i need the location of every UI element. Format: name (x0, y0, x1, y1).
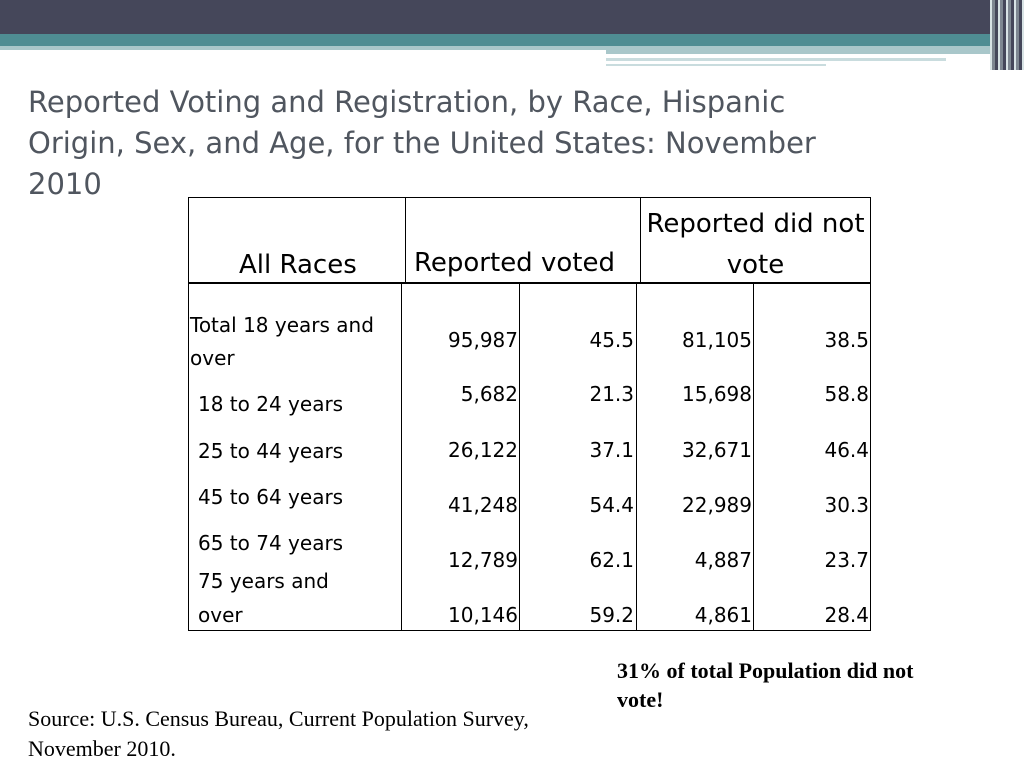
not-voted-count: 32,671 (682, 438, 752, 462)
not-voted-percent: 46.4 (824, 438, 869, 462)
voted-percent: 21.3 (589, 382, 634, 406)
row-label: 65 to 74 years (198, 531, 344, 555)
row-label: Total 18 years and over (190, 313, 374, 370)
voted-count: 95,987 (448, 328, 518, 352)
not-voted-count: 4,861 (694, 603, 752, 627)
row-label: 45 to 64 years (198, 485, 344, 509)
header-reported-voted-label: Reported voted (414, 248, 615, 278)
not-voted-count: 81,105 (682, 328, 752, 352)
not-voted-percent: 30.3 (824, 493, 869, 517)
voted-count: 12,789 (448, 548, 518, 572)
header-reported-not-voted: Reported did not vote (640, 197, 871, 283)
row-label: 75 years and over (198, 569, 329, 627)
header-all-races-label: All Races (239, 250, 357, 280)
banner-teal-band (0, 34, 1024, 46)
slide-title: Reported Voting and Registration, by Rac… (28, 85, 816, 201)
not-voted-percent: 38.5 (824, 328, 869, 352)
column-divider (519, 283, 520, 631)
banner-dark-band (0, 0, 1024, 34)
header-reported-not-voted-label: Reported did not vote (646, 209, 865, 280)
column-divider (636, 283, 637, 631)
row-label: 25 to 44 years (198, 439, 344, 463)
not-voted-percent: 28.4 (824, 603, 869, 627)
header-all-races: All Races (188, 197, 406, 283)
voted-percent: 62.1 (589, 548, 634, 572)
banner-stripes (990, 0, 1024, 70)
not-voted-count: 4,887 (694, 548, 752, 572)
callout-note: 31% of total Population did not vote! (617, 658, 914, 712)
table-body (188, 283, 871, 631)
banner-light-band (0, 46, 606, 50)
not-voted-percent: 23.7 (824, 548, 869, 572)
voted-percent: 45.5 (589, 328, 634, 352)
not-voted-count: 15,698 (682, 382, 752, 406)
banner-light-band-right (606, 46, 1024, 54)
voted-count: 10,146 (448, 603, 518, 627)
not-voted-count: 22,989 (682, 493, 752, 517)
not-voted-percent: 58.8 (824, 382, 869, 406)
voted-count: 41,248 (448, 493, 518, 517)
source-citation: Source: U.S. Census Bureau, Current Popu… (28, 706, 529, 761)
column-divider (753, 283, 754, 631)
voted-percent: 54.4 (589, 493, 634, 517)
voted-percent: 37.1 (589, 438, 634, 462)
row-label: 18 to 24 years (198, 392, 344, 416)
voted-percent: 59.2 (589, 603, 634, 627)
voted-count: 5,682 (460, 382, 518, 406)
column-divider (401, 283, 402, 631)
banner-thin-line-2 (606, 64, 826, 66)
banner-thin-line (606, 58, 946, 61)
header-reported-voted: Reported voted (405, 197, 641, 283)
voting-table: All Races Reported voted Reported did no… (188, 197, 871, 631)
voted-count: 26,122 (448, 438, 518, 462)
top-banner (0, 0, 1024, 70)
